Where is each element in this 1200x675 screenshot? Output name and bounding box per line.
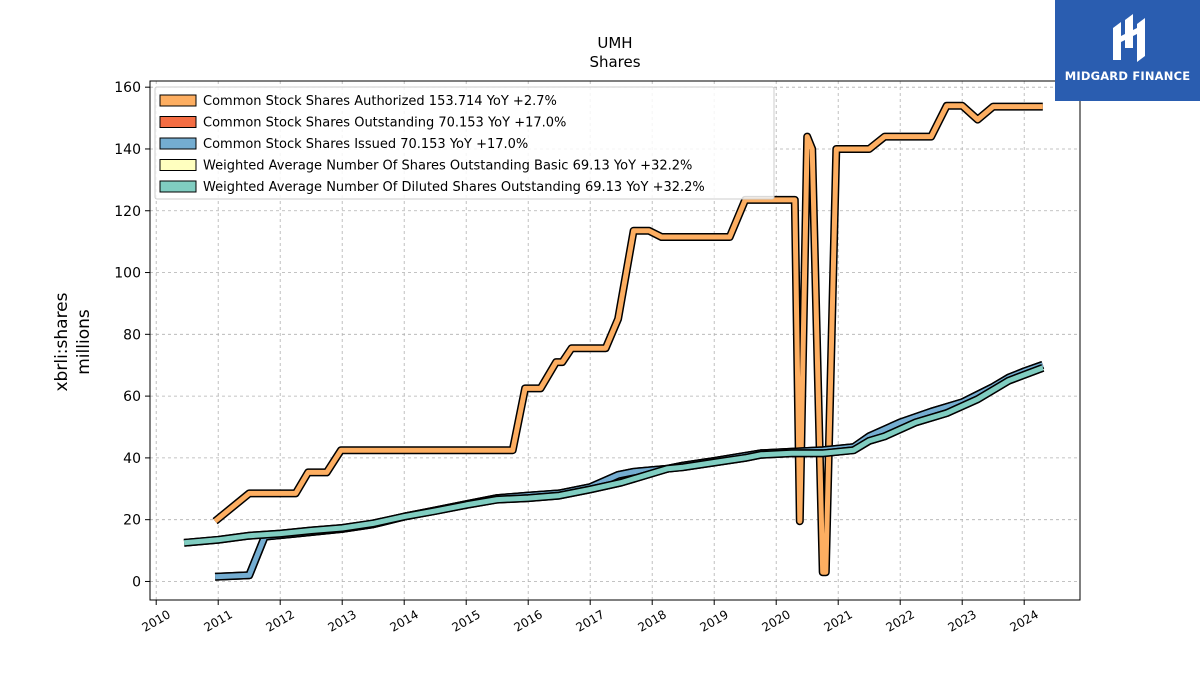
legend-label-1: Common Stock Shares Outstanding 70.153 Y…	[203, 116, 566, 131]
x-tick-label: 2014	[387, 607, 420, 634]
y-axis-label-line1: xbrli:shares	[52, 292, 72, 391]
y-axis: 0 20 40 60 80 100 120 140 160	[114, 80, 150, 590]
x-tick-label: 2010	[139, 607, 172, 634]
legend-swatch-1	[159, 116, 197, 128]
x-axis: 2010 2011 2012 2013 2014 2015 2016 2017 2018 2019…	[139, 600, 1041, 635]
y-tick-label: 40	[123, 451, 141, 467]
x-tick-label: 2018	[635, 607, 668, 634]
y-tick-label: 140	[114, 142, 141, 158]
series-outline-3	[183, 364, 1045, 547]
legend-swatch-2	[159, 137, 197, 150]
legend-label-4: Weighted Average Number Of Diluted Share…	[203, 180, 705, 195]
y-tick-label: 20	[123, 513, 141, 529]
series-outline-4	[183, 364, 1045, 547]
x-tick-label: 2017	[573, 607, 606, 634]
legend-label-2: Common Stock Shares Issued 70.153 YoY +1…	[203, 137, 528, 152]
x-tick-label: 2022	[883, 607, 916, 634]
x-tick-label: 2023	[945, 607, 978, 634]
y-tick-label: 80	[123, 327, 141, 343]
series-line-0	[213, 103, 1043, 575]
logo-text: MIDGARD FINANCE	[1064, 69, 1191, 83]
x-tick-label: 2012	[263, 607, 296, 634]
x-tick-label: 2016	[511, 607, 544, 634]
x-tick-label: 2019	[697, 607, 730, 634]
y-axis-label-line2: millions	[74, 309, 94, 375]
x-tick-label: 2020	[759, 607, 792, 634]
series-line-2	[214, 362, 1044, 580]
x-tick-label: 2021	[821, 607, 854, 634]
legend: Common Stock Shares Authorized 153.714 Y…	[154, 86, 775, 200]
midgard-finance-logo: MIDGARD FINANCE	[1055, 0, 1200, 101]
legend-box	[154, 86, 775, 200]
series-line-3	[183, 365, 1044, 546]
legend-swatch-0	[159, 94, 197, 107]
x-tick-label: 2013	[325, 607, 358, 634]
y-tick-label: 100	[114, 266, 141, 282]
legend-label-0: Common Stock Shares Authorized 153.714 Y…	[203, 94, 557, 109]
chart-title: UMH	[597, 34, 632, 52]
legend-label-3: Weighted Average Number Of Shares Outsta…	[203, 159, 692, 174]
y-tick-label: 0	[132, 574, 141, 590]
x-tick-label: 2015	[449, 607, 482, 634]
midgard-logo-icon	[1113, 14, 1145, 62]
chart-subtitle: Shares	[589, 53, 640, 71]
y-tick-label: 120	[114, 204, 141, 220]
y-tick-label: 160	[114, 80, 141, 96]
series-line-4	[183, 365, 1044, 546]
plot-frame	[149, 80, 1081, 601]
y-tick-label: 60	[123, 389, 141, 405]
legend-swatch-3	[159, 159, 197, 171]
legend-swatch-4	[159, 180, 197, 193]
x-tick-label: 2024	[1007, 607, 1040, 634]
series-layer	[183, 101, 1045, 581]
x-tick-label: 2011	[201, 607, 234, 634]
